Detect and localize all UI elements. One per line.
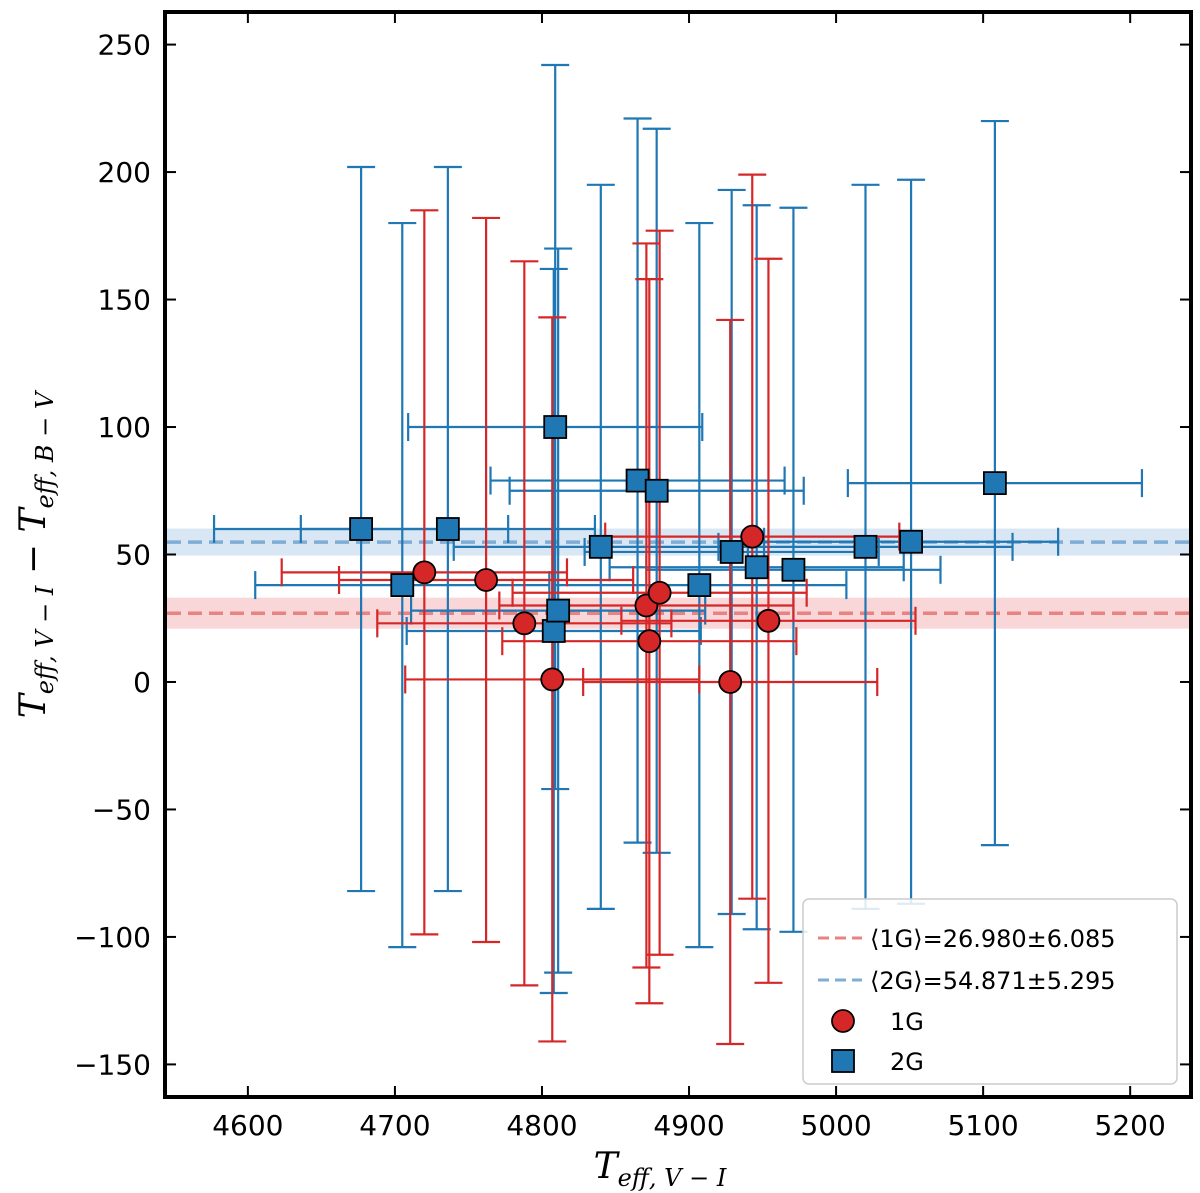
x-tick-label: 4700 — [359, 1109, 430, 1142]
legend-1g-mean-label: ⟨1G⟩=26.980±6.085 — [870, 925, 1116, 953]
y-tick-label: 250 — [98, 29, 151, 62]
legend-1g-label: 1G — [890, 1008, 924, 1036]
point-1g-7 — [718, 670, 743, 694]
point-2g-2 — [435, 517, 460, 541]
x-tick-label: 4800 — [506, 1109, 577, 1142]
point-2g-10 — [719, 540, 744, 564]
point-2g-9 — [687, 573, 712, 597]
point-1g-9 — [756, 608, 781, 633]
point-2g-0 — [349, 517, 374, 541]
y-tick-label: 150 — [98, 284, 151, 317]
legend-2g-label: 2G — [890, 1048, 924, 1076]
point-2g-15 — [982, 471, 1007, 496]
point-2g-12 — [781, 557, 806, 582]
point-1g-2 — [512, 611, 537, 636]
point-2g-13 — [853, 534, 878, 559]
x-tick-label: 5100 — [947, 1109, 1018, 1142]
point-1g-0 — [412, 560, 437, 585]
point-1g-1 — [474, 568, 498, 592]
y-tick-label: −150 — [74, 1048, 151, 1081]
point-1g-6 — [647, 580, 672, 605]
plot-frame — [163, 10, 1193, 1099]
point-2g-4 — [543, 415, 568, 439]
point-2g-5 — [546, 598, 571, 623]
y-tick-label: 200 — [98, 156, 151, 189]
legend: ⟨1G⟩=26.980±6.085 ⟨2G⟩=54.871±5.295 1G 2… — [802, 898, 1178, 1085]
x-axis-label: Teff, V − I — [594, 1146, 727, 1192]
legend-2g-marker — [831, 1049, 855, 1073]
y-axis-label: Teff, V − I − Teff, B − V — [13, 389, 59, 718]
point-2g-1 — [390, 573, 415, 597]
point-1g-8 — [740, 524, 765, 549]
point-1g-5 — [637, 629, 662, 654]
point-1g-3 — [540, 667, 565, 692]
point-2g-8 — [644, 478, 669, 503]
legend-frame — [802, 898, 1178, 1085]
point-2g-3 — [541, 619, 566, 643]
legend-1g-marker — [831, 1009, 855, 1033]
y-tick-label: 100 — [98, 411, 151, 444]
x-tick-label: 4600 — [212, 1109, 283, 1142]
x-tick-label: 5000 — [800, 1109, 871, 1142]
x-tick-label: 5200 — [1095, 1109, 1166, 1142]
legend-2g-mean-label: ⟨2G⟩=54.871±5.295 — [870, 967, 1116, 995]
y-tick-label: 0 — [133, 666, 151, 699]
x-tick-label: 4900 — [653, 1109, 724, 1142]
y-tick-label: 50 — [115, 539, 151, 572]
point-2g-11 — [744, 555, 769, 580]
point-2g-14 — [899, 529, 923, 554]
point-2g-6 — [588, 534, 613, 559]
y-tick-label: −50 — [92, 793, 151, 826]
y-tick-label: −100 — [74, 921, 151, 954]
